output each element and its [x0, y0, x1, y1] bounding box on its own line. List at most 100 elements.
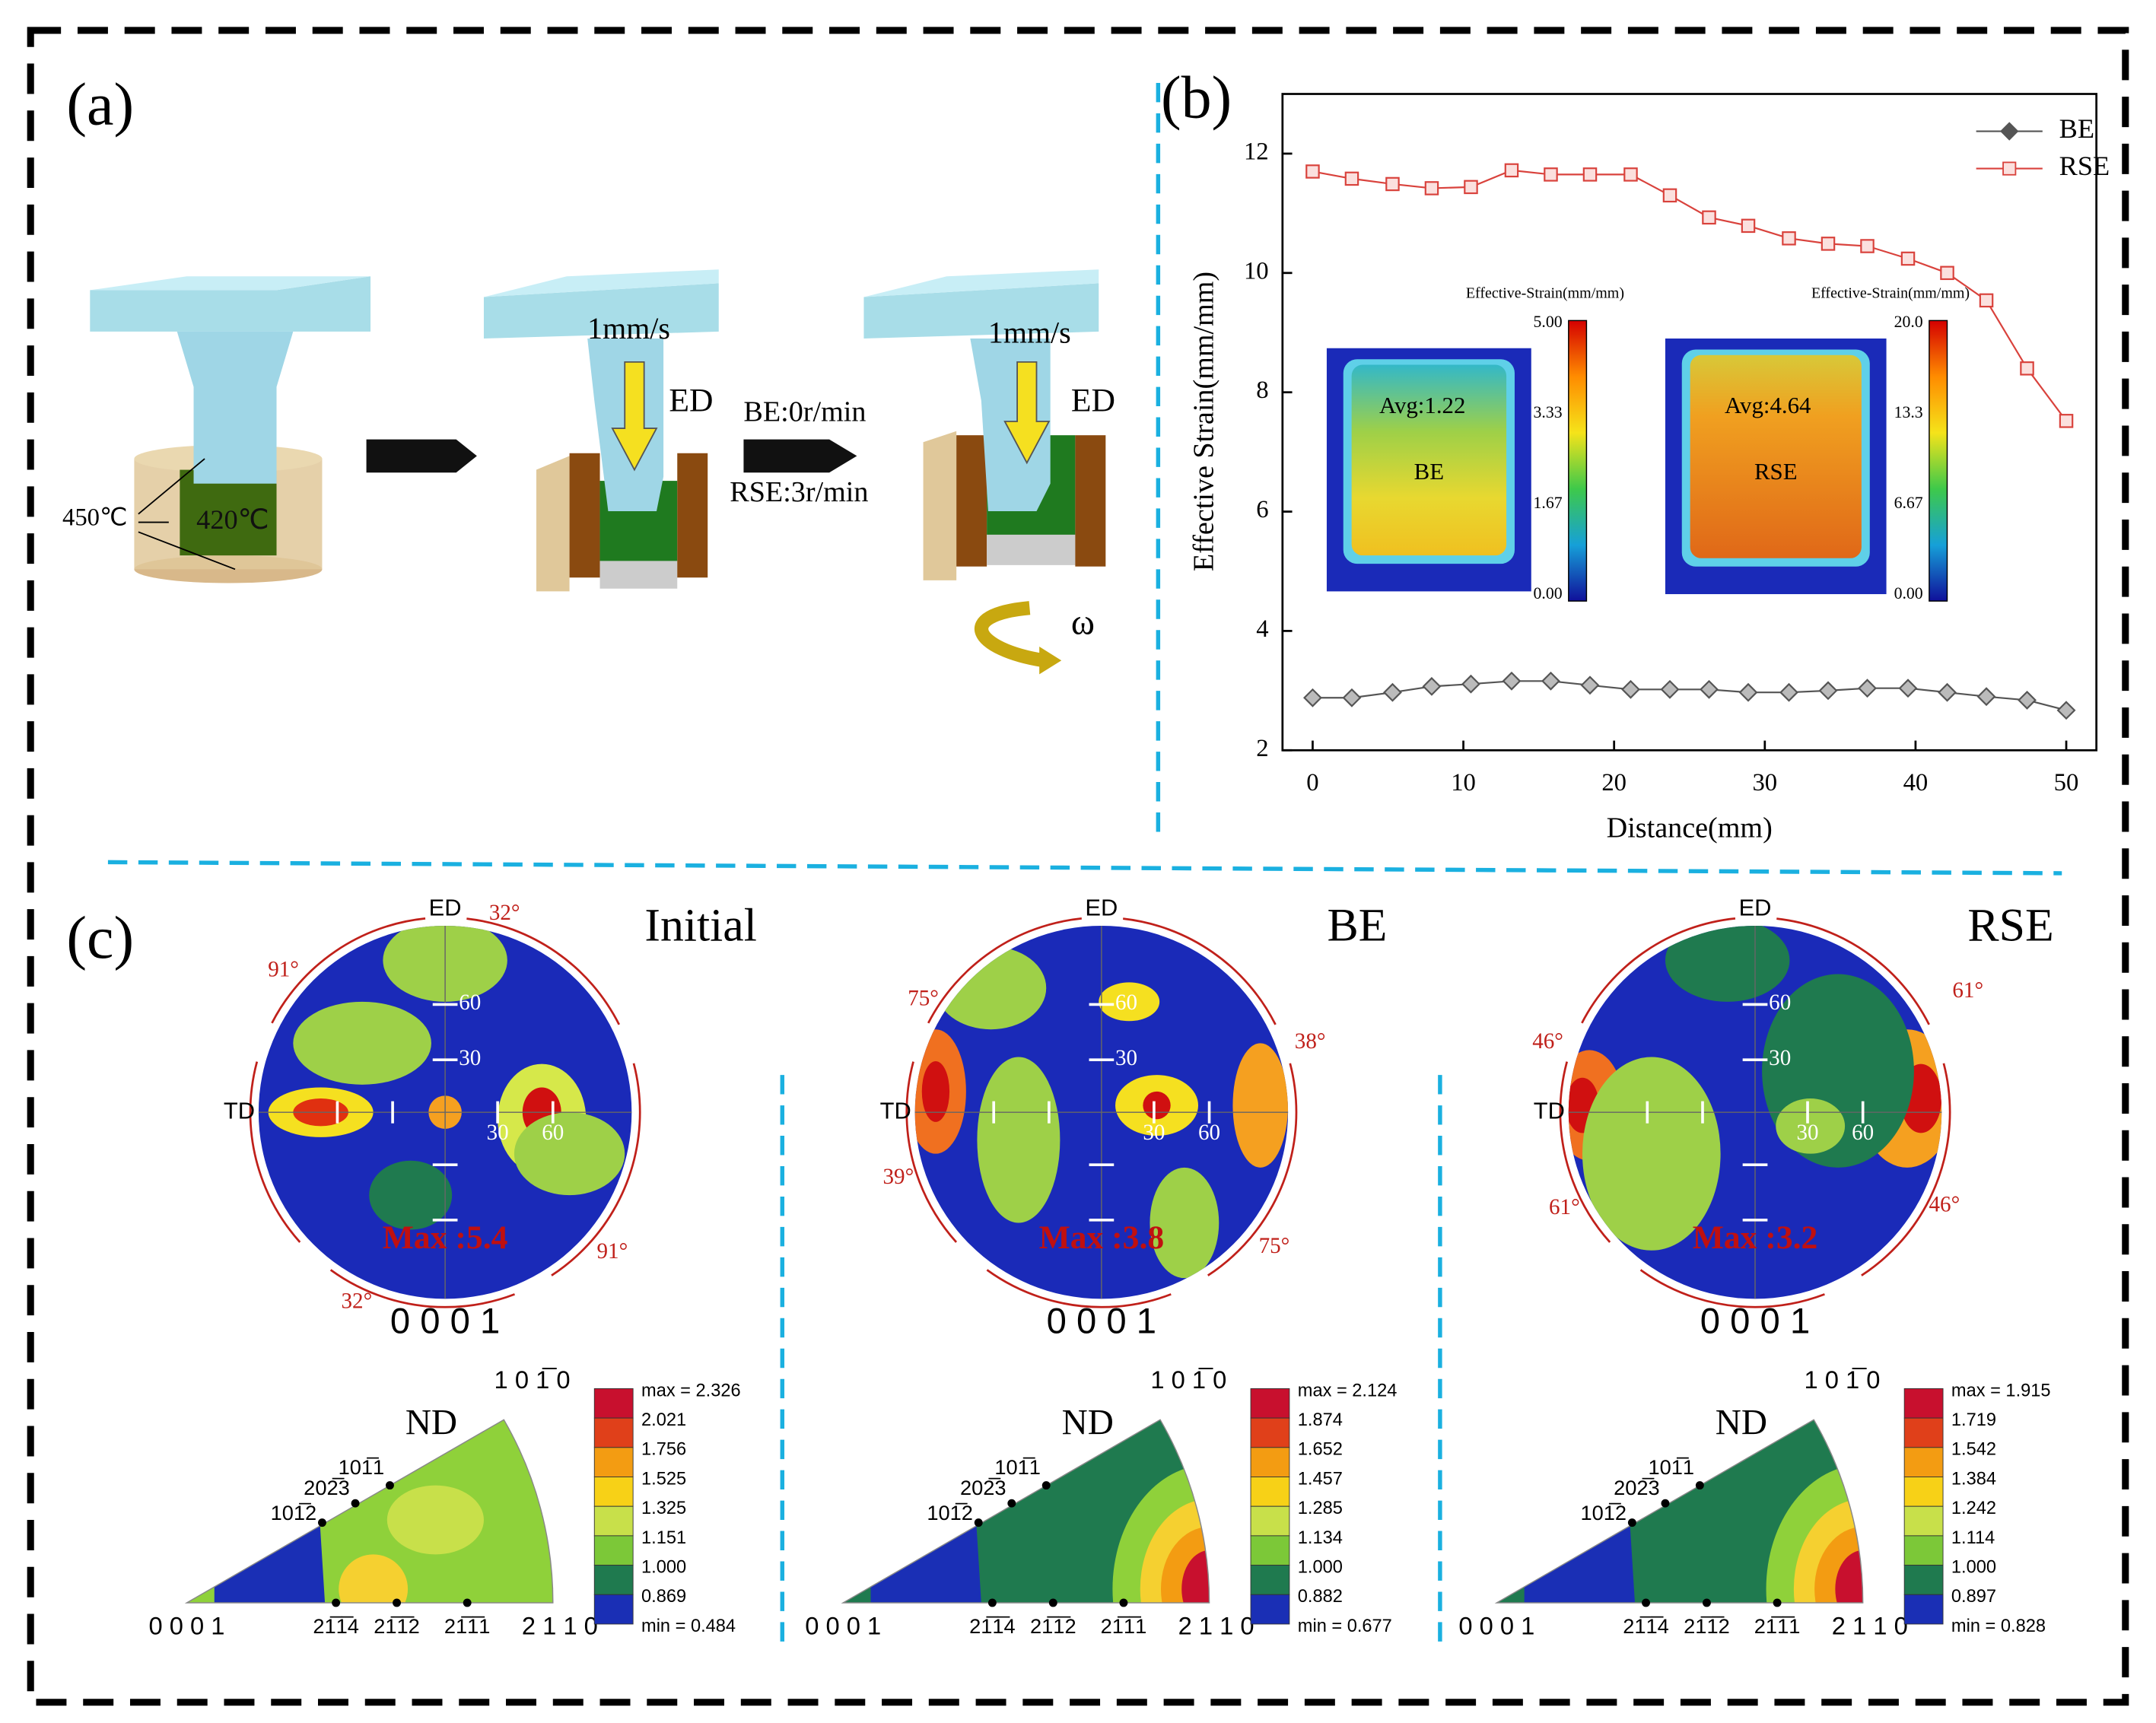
angle-label: 75° [908, 987, 939, 1011]
pole-label: 101̅2 [271, 1501, 317, 1524]
marker [1662, 188, 1677, 203]
axis-label: ED [429, 894, 462, 920]
contour [921, 1060, 950, 1122]
plot-frame [1281, 93, 2098, 752]
contour [1665, 925, 1790, 1002]
ipf-title: ND [1062, 1403, 1114, 1442]
inset-avg: Avg:1.22 [1379, 392, 1465, 418]
marker [1504, 163, 1519, 178]
legend-label: RSE [2059, 151, 2110, 181]
x-axis-label: Distance(mm) [1607, 812, 1773, 844]
y-tick-label: 2 [1256, 735, 1268, 762]
heatmap [1690, 354, 1862, 558]
pole-dot [386, 1481, 394, 1490]
pole-dot [332, 1598, 341, 1607]
x-tick-label: 50 [2054, 769, 2079, 796]
pole-label: 101̅2 [927, 1501, 973, 1524]
marker [1303, 688, 1322, 707]
colorbar-label: 1.67 [1533, 494, 1562, 512]
pole-dot [463, 1598, 472, 1607]
contour [1582, 1057, 1721, 1251]
corner-label: 1 0 1̅ 0 [1150, 1365, 1226, 1394]
legend-label: 1.000 [1298, 1557, 1343, 1577]
angle-label: 39° [883, 1165, 914, 1189]
corner-label: 0 0 0 1 [805, 1611, 881, 1639]
marker [1782, 231, 1796, 246]
pole-label: 101̅1 [994, 1455, 1041, 1479]
tick-label: 30 [487, 1121, 509, 1145]
y-tick-label: 8 [1256, 377, 1268, 404]
colorbar-label: 0.00 [1533, 584, 1562, 602]
marker [1344, 171, 1359, 186]
corner-label: 1 0 1̅ 0 [1804, 1365, 1880, 1394]
legend-label: 1.000 [1951, 1557, 1996, 1577]
pole-dot [1702, 1598, 1711, 1607]
legend-swatch [1250, 1594, 1290, 1625]
marker [1385, 176, 1400, 192]
legend-label: 2.021 [641, 1410, 686, 1430]
angle-label: 61° [1952, 978, 1983, 1003]
legend-swatch [1903, 1447, 1944, 1477]
pole-dot [318, 1518, 326, 1527]
contour [1150, 1167, 1220, 1279]
tick-label: 60 [1769, 990, 1791, 1015]
marker [1738, 682, 1758, 702]
legend-swatch [1903, 1535, 1944, 1566]
legend-label: 1.242 [1951, 1499, 1996, 1518]
angle-label: 46° [1929, 1192, 1960, 1216]
plane-label: 0 0 0 1 [390, 1302, 500, 1342]
rotation: ω [1071, 603, 1095, 643]
marker [2056, 701, 2076, 720]
contour [1160, 1527, 1210, 1603]
pole-dot [351, 1499, 360, 1508]
tick-label: 60 [1198, 1121, 1220, 1145]
pole-dot [987, 1598, 997, 1607]
legend-label: 1.325 [641, 1499, 686, 1518]
pole-label: 21̅1̅1 [444, 1614, 491, 1638]
pole-label: 202̅3 [1614, 1476, 1660, 1499]
inset-title: Effective-Strain(mm/mm) [1466, 285, 1624, 301]
marker [1623, 167, 1638, 182]
legend-label: 0.869 [641, 1587, 686, 1607]
colorbar-label: 20.0 [1894, 313, 1923, 331]
axis-label: TD [880, 1097, 911, 1124]
y-tick-label: 10 [1244, 257, 1269, 285]
legend-label: 0.897 [1951, 1587, 1996, 1607]
legend-label: max = 2.124 [1298, 1381, 1398, 1400]
colorbar-label: 3.33 [1533, 403, 1562, 421]
marker [1541, 671, 1560, 691]
contour [293, 1001, 431, 1085]
tick-label: 30 [459, 1046, 481, 1070]
legend-swatch [1250, 1505, 1290, 1537]
legend-marker [2002, 161, 2017, 176]
marker [1702, 210, 1716, 225]
corner-label: 2 1 1 0 [522, 1611, 598, 1639]
y-tick-label: 6 [1256, 496, 1268, 523]
panel-label: (a) [66, 72, 134, 138]
y-tick-label: 12 [1244, 138, 1269, 165]
legend-label: 1.756 [641, 1440, 686, 1460]
axis-label: TD [1534, 1097, 1565, 1124]
rate: RSE:3r/min [730, 476, 868, 508]
colorbar [1929, 319, 1948, 602]
marker [1940, 265, 1954, 281]
temperature: 420℃ [196, 504, 269, 535]
legend-label: 1.457 [1298, 1469, 1343, 1489]
ipf-outline [841, 1419, 1210, 1604]
legend-swatch [1250, 1477, 1290, 1507]
legend-label: min = 0.484 [641, 1617, 736, 1636]
x-tick-label: 0 [1306, 769, 1318, 796]
tick-label: 30 [1115, 1046, 1137, 1070]
legend-swatch [1250, 1447, 1290, 1477]
marker [1544, 167, 1558, 182]
heatmap [1351, 364, 1507, 556]
rate: BE:0r/min [743, 396, 866, 428]
angle-label: 91° [268, 958, 299, 982]
angle-label: 32° [489, 901, 520, 925]
panel-label: (c) [66, 904, 134, 971]
legend-swatch [1250, 1565, 1290, 1595]
marker [1700, 679, 1719, 699]
pole-dot [1661, 1499, 1670, 1508]
contour [1814, 1527, 1863, 1603]
